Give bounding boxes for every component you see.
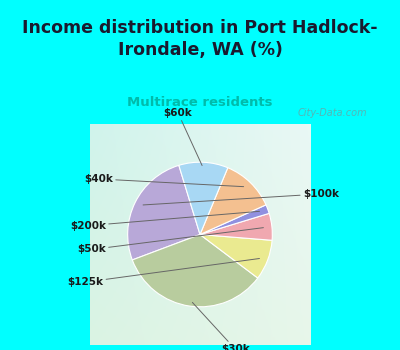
Text: $30k: $30k: [192, 302, 250, 350]
Text: $200k: $200k: [70, 211, 260, 231]
Text: $100k: $100k: [143, 189, 339, 205]
Text: $60k: $60k: [164, 108, 202, 166]
Text: Multirace residents: Multirace residents: [127, 96, 273, 108]
Wedge shape: [200, 168, 266, 235]
Wedge shape: [200, 214, 272, 240]
Wedge shape: [132, 234, 258, 307]
Text: City-Data.com: City-Data.com: [298, 108, 368, 118]
Wedge shape: [200, 205, 269, 235]
Text: Income distribution in Port Hadlock-
Irondale, WA (%): Income distribution in Port Hadlock- Iro…: [22, 19, 378, 60]
Text: $50k: $50k: [77, 228, 263, 254]
Text: $125k: $125k: [67, 259, 260, 287]
Wedge shape: [128, 165, 200, 260]
Wedge shape: [179, 162, 228, 234]
Wedge shape: [200, 234, 272, 278]
Text: $40k: $40k: [84, 174, 244, 187]
